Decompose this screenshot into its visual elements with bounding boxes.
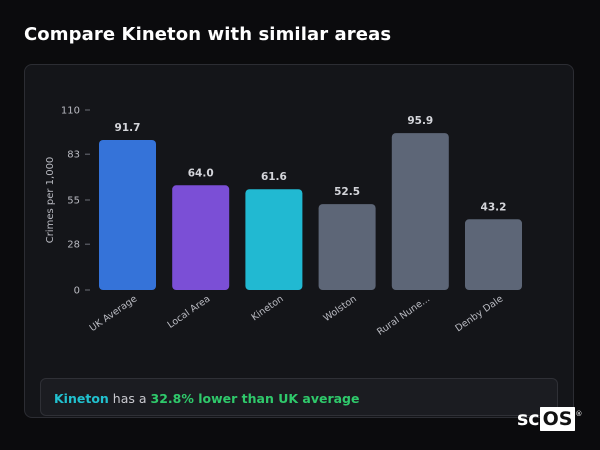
y-axis-label: Crimes per 1,000	[45, 157, 56, 244]
bar-value-label: 64.0	[188, 167, 214, 179]
logo-sc: sc	[517, 408, 540, 430]
bar-value-label: 43.2	[481, 201, 507, 213]
x-tick-label: Wolston	[322, 293, 359, 324]
y-tick-label: 83	[67, 150, 80, 161]
bar[interactable]	[391, 133, 449, 290]
logo-os: OS	[539, 407, 576, 431]
page-title: Compare Kineton with similar areas	[24, 24, 392, 45]
summary-area: Kineton	[54, 391, 109, 406]
bar-value-label: 95.9	[407, 115, 433, 127]
summary-difference: 32.8% lower than UK average	[150, 391, 360, 406]
logo-registered-mark: ®	[575, 410, 583, 418]
scos-logo: sc OS ®	[517, 407, 582, 431]
x-tick-label: UK Average	[88, 293, 140, 334]
y-tick-label: 0	[74, 286, 80, 297]
x-tick-label: Kineton	[250, 293, 286, 323]
bar[interactable]	[465, 219, 522, 290]
y-tick-label: 28	[67, 240, 80, 251]
bar[interactable]	[318, 204, 376, 290]
x-tick-label: Denby Dale	[453, 293, 505, 334]
y-tick-label: 55	[67, 196, 80, 207]
x-tick-label: Local Area	[166, 293, 213, 330]
bar[interactable]	[172, 185, 230, 290]
x-tick-label: Rural Nune...	[375, 293, 432, 337]
bar-value-label: 91.7	[115, 122, 141, 134]
bar-value-label: 61.6	[261, 171, 287, 183]
bar[interactable]	[99, 139, 156, 290]
comparison-summary: Kineton has a 32.8% lower than UK averag…	[40, 378, 558, 416]
y-tick-label: 110	[61, 106, 80, 117]
summary-text: has a	[108, 391, 151, 406]
bar-value-label: 52.5	[334, 186, 360, 198]
bar[interactable]	[245, 189, 303, 290]
